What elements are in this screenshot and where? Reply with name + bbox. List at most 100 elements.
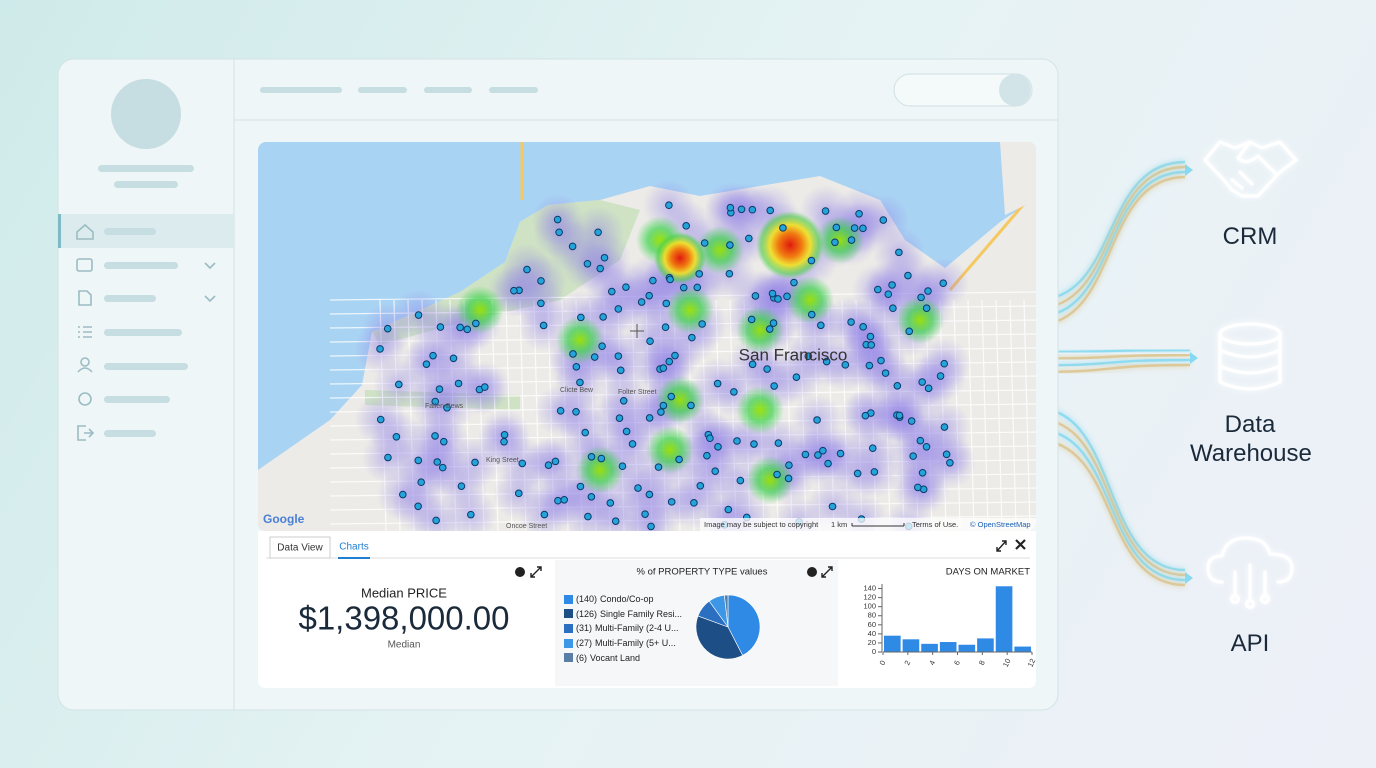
listing-point bbox=[439, 437, 448, 446]
listing-point bbox=[817, 321, 825, 330]
listing-point bbox=[454, 379, 463, 388]
heat-hot bbox=[654, 232, 706, 284]
listing-point bbox=[596, 264, 605, 273]
listing-point bbox=[696, 482, 705, 490]
osm-link[interactable]: © OpenStreetMap bbox=[970, 520, 1031, 529]
listing-point bbox=[523, 265, 531, 274]
pie-slice bbox=[695, 615, 744, 660]
listing-point bbox=[443, 403, 451, 412]
listing-point bbox=[881, 369, 890, 377]
listing-point bbox=[661, 323, 670, 332]
listing-point bbox=[500, 437, 508, 446]
listing-point bbox=[785, 461, 793, 469]
integration-label: API bbox=[1230, 630, 1270, 657]
listing-point bbox=[587, 453, 596, 461]
listing-point bbox=[449, 354, 458, 363]
listing-point bbox=[554, 496, 562, 505]
chevrons bbox=[204, 262, 216, 303]
widget-icons[interactable] bbox=[530, 566, 833, 578]
listing-point bbox=[828, 502, 837, 511]
user-icon bbox=[80, 357, 90, 367]
heat-warm bbox=[556, 316, 604, 364]
flow-lines bbox=[1035, 160, 1198, 587]
listing-point bbox=[432, 516, 440, 525]
listing-point bbox=[940, 359, 949, 368]
scale-bar bbox=[851, 523, 905, 527]
listing-point bbox=[814, 451, 822, 459]
listing-point bbox=[747, 315, 756, 324]
listing-point bbox=[725, 269, 734, 278]
street-label: King Sreet bbox=[486, 457, 519, 464]
listing-point bbox=[581, 428, 590, 437]
listing-point bbox=[824, 459, 832, 468]
listing-point bbox=[555, 228, 563, 237]
legend-item: (6) Vocant Land bbox=[564, 653, 640, 663]
listing-point bbox=[606, 499, 615, 507]
heat-hot bbox=[756, 211, 824, 279]
street bbox=[995, 299, 1003, 531]
flow-line bbox=[1035, 363, 1191, 374]
home-icon bbox=[76, 223, 94, 240]
listing-point bbox=[587, 493, 596, 501]
listing-point bbox=[568, 242, 577, 251]
flow-line bbox=[1035, 406, 1186, 572]
listing-point bbox=[936, 372, 945, 380]
listing-point bbox=[916, 436, 925, 445]
histogram-bar bbox=[921, 643, 938, 652]
listing-point bbox=[821, 207, 830, 215]
widget-icons[interactable] bbox=[515, 567, 817, 577]
search-button[interactable] bbox=[999, 74, 1031, 106]
listing-point bbox=[544, 461, 553, 469]
listing-point bbox=[645, 490, 654, 499]
metric-title: Median PRICE bbox=[361, 585, 447, 600]
expand-icon[interactable] bbox=[996, 540, 1007, 552]
legend-value: (31) bbox=[576, 623, 593, 634]
nav-accent bbox=[58, 214, 61, 248]
flow-line bbox=[1035, 358, 1191, 367]
histogram-bar bbox=[958, 644, 976, 652]
map[interactable]: San Francisco Fallen Bews Folter Street … bbox=[258, 142, 1036, 552]
listing-point bbox=[801, 450, 810, 459]
legend-swatch bbox=[564, 653, 573, 663]
listing-point bbox=[855, 209, 863, 218]
search-box[interactable] bbox=[893, 73, 1033, 107]
street bbox=[1009, 299, 1017, 531]
histogram-bar bbox=[977, 638, 994, 652]
listing-point bbox=[615, 414, 624, 422]
histogram-bar bbox=[1014, 646, 1031, 652]
listing-point bbox=[942, 450, 951, 459]
scale-label: 1 km bbox=[831, 520, 847, 529]
listing-point bbox=[745, 234, 753, 243]
heat-warm bbox=[656, 376, 704, 424]
listing-point bbox=[748, 360, 757, 369]
legend-label: Multi-Family (5+ U... bbox=[595, 638, 676, 649]
tab-label[interactable]: Charts bbox=[339, 542, 368, 553]
listing-points bbox=[376, 201, 954, 531]
close-icon[interactable] bbox=[1015, 539, 1026, 550]
listing-point bbox=[645, 291, 653, 300]
listing-point bbox=[429, 351, 437, 360]
legend-item: (27) Multi-Family (5+ U... bbox=[564, 638, 676, 648]
terms: Terms of Use. bbox=[912, 520, 958, 529]
placeholder bbox=[114, 181, 178, 188]
listing-point bbox=[690, 499, 698, 507]
legend-swatch bbox=[564, 594, 573, 604]
heat-warm bbox=[666, 286, 714, 334]
tab-label[interactable]: Data View bbox=[277, 543, 323, 554]
x-tick-label: 12 bbox=[1026, 657, 1038, 668]
listing-point bbox=[414, 456, 423, 465]
listing-point bbox=[865, 361, 874, 370]
listing-point bbox=[590, 353, 599, 361]
attribution: Image may be subject to copyright bbox=[704, 520, 819, 529]
listing-point bbox=[594, 228, 602, 237]
listing-point bbox=[914, 483, 922, 492]
listing-point bbox=[662, 299, 671, 308]
tab[interactable] bbox=[269, 536, 331, 559]
listing-point bbox=[807, 256, 816, 265]
legend-label: Condo/Co-op bbox=[600, 594, 654, 604]
listing-point bbox=[665, 357, 674, 366]
listing-point bbox=[918, 468, 927, 477]
listing-point bbox=[659, 364, 668, 372]
listing-point bbox=[414, 502, 422, 511]
db-icon bbox=[1218, 332, 1282, 391]
